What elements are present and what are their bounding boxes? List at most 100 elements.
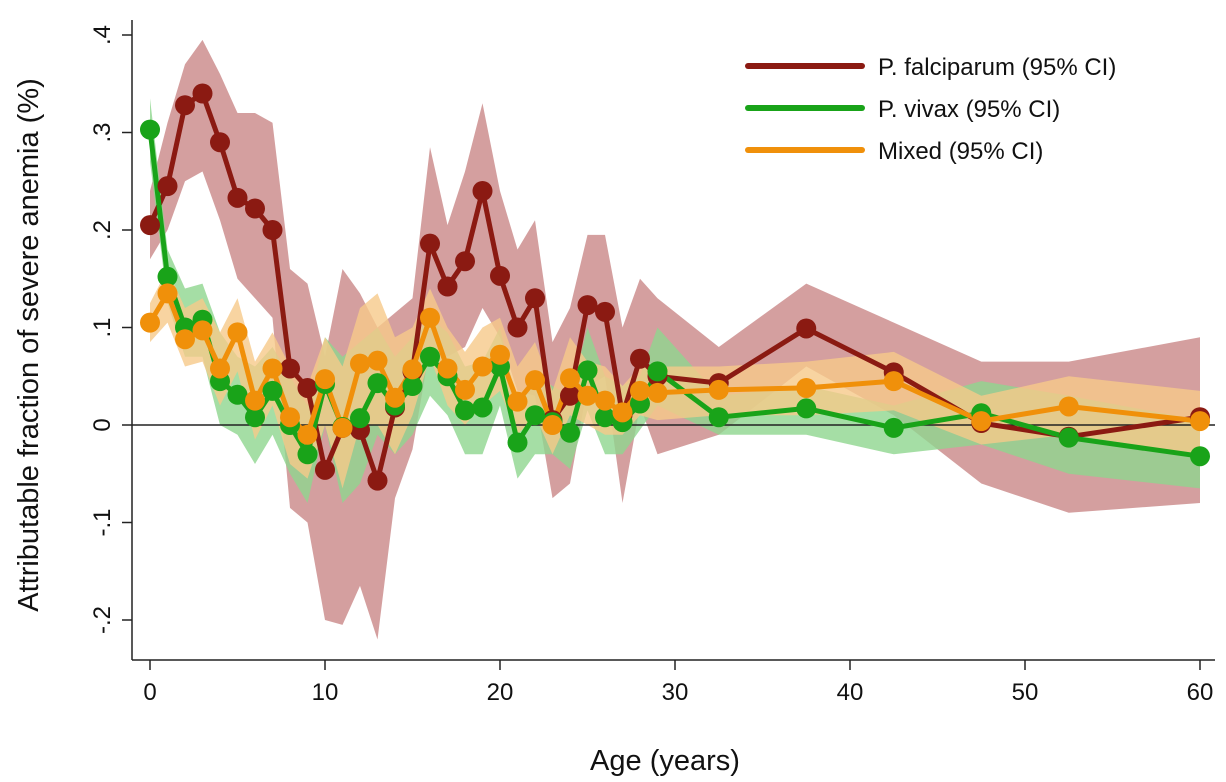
data-point [157,266,178,287]
data-point [472,181,493,201]
data-point [175,329,195,350]
data-point [708,407,729,428]
data-point [157,283,178,304]
data-point [708,379,729,400]
data-point [192,83,213,104]
data-point [560,422,580,443]
data-point [525,405,545,426]
data-point [157,176,178,197]
y-tick-label: 0 [89,418,116,431]
series-points [140,83,1210,491]
data-point [595,407,615,428]
data-point [140,119,160,140]
data-point [883,371,904,392]
x-tick-label: 20 [487,679,514,706]
data-point [315,369,335,390]
data-point [883,417,904,438]
data-point [140,215,160,236]
data-point [472,397,493,418]
data-point [1058,396,1079,417]
data-point [262,220,283,240]
data-point [367,373,388,394]
data-point [140,312,160,333]
data-point [1058,427,1079,448]
x-tick-label: 0 [143,679,156,706]
data-point [560,385,580,406]
data-point [350,353,370,374]
data-point [262,380,283,401]
data-point [192,320,213,341]
data-point [227,322,248,343]
data-point [420,346,440,367]
legend-label: Mixed (95% CI) [878,138,1043,165]
data-point [262,358,283,379]
legend: P. falciparum (95% CI) P. vivax (95% CI) M… [745,54,1116,165]
data-point [455,251,475,272]
data-point [210,132,230,153]
data-point [420,233,440,254]
data-point [507,317,528,338]
data-point [647,361,668,382]
data-point [1190,446,1210,467]
data-point [227,384,248,405]
x-tick-label: 50 [1012,679,1039,706]
data-point [1190,411,1210,432]
data-point [455,379,475,400]
data-point [490,265,510,286]
data-point [437,276,458,297]
y-ticks: .4 .3 .2 .1 0 -.1 -.2 [89,25,132,634]
data-point [630,348,650,369]
y-tick-label: -.1 [89,508,116,536]
data-point [577,360,598,381]
x-tick-label: 10 [312,679,339,706]
data-point [332,417,353,438]
data-point [315,459,335,480]
data-point [367,350,388,371]
data-point [971,411,992,432]
x-tick-label: 30 [662,679,689,706]
data-point [612,402,633,423]
data-point [297,377,318,398]
x-axis-title: Age (years) [590,745,740,777]
data-point [245,198,265,219]
data-point [577,385,598,406]
y-tick-label: .1 [89,317,116,337]
data-point [385,387,405,408]
data-point [210,358,230,379]
y-axis-title: Attributable fraction of severe anemia (… [13,78,45,612]
data-point [297,424,318,445]
data-point [542,415,563,435]
ci-band-p-falciparum-95-ci [150,39,1200,640]
data-point [796,318,817,339]
x-ticks: 0 10 20 30 40 50 60 [143,660,1213,706]
data-point [647,382,668,403]
data-point [420,307,440,328]
ci-bands [150,39,1200,640]
data-point [525,288,545,309]
data-point [490,344,510,365]
data-point [796,398,817,419]
x-tick-label: 40 [837,679,864,706]
data-point [560,368,580,389]
y-tick-label: -.2 [89,606,116,634]
data-point [507,391,528,412]
data-point [227,187,248,208]
data-point [367,470,388,491]
data-point [577,295,598,316]
axes: .4 .3 .2 .1 0 -.1 -.2 0 10 20 30 40 50 60 [89,20,1215,706]
legend-label: P. vivax (95% CI) [878,96,1060,123]
data-point [402,376,423,396]
data-point [796,377,817,398]
data-point [455,400,475,421]
data-point [175,95,195,116]
y-tick-label: .2 [89,220,116,240]
data-point [297,444,318,465]
data-point [350,408,370,429]
data-point [437,358,458,379]
data-point [472,356,493,377]
y-tick-label: .4 [89,25,116,45]
data-point [245,390,265,411]
x-tick-label: 60 [1187,679,1214,706]
data-point [630,380,650,401]
